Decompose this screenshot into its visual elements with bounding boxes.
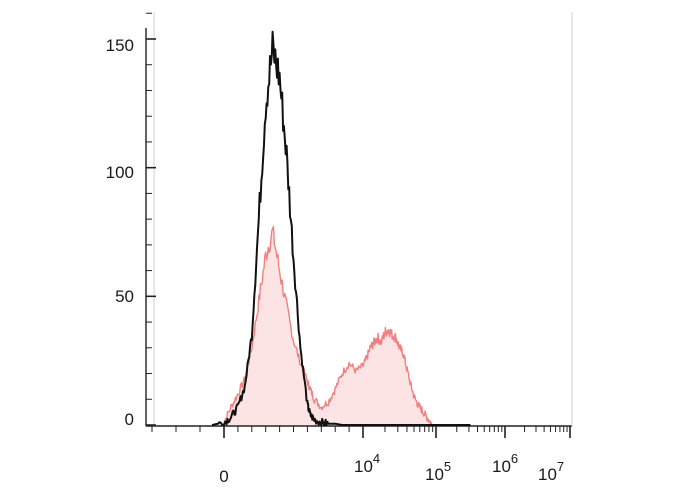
y-tick-labels: 0 50 100 150 [106, 36, 134, 429]
x-tick-label-10e5: 105 [425, 459, 451, 484]
y-tick-label-100: 100 [106, 163, 134, 182]
y-tick-label-0: 0 [125, 410, 134, 429]
x-tick-label-10e4-base: 10 [354, 457, 373, 476]
x-tick-label-10e5-exp: 5 [444, 459, 451, 474]
x-tick-label-10e7: 107 [538, 459, 564, 484]
y-tick-label-150: 150 [106, 36, 134, 55]
x-minor-ticks [151, 426, 571, 438]
x-tick-label-10e5-base: 10 [425, 465, 444, 484]
series-layer [211, 30, 471, 426]
x-tick-label-10e4-exp: 4 [373, 451, 380, 466]
x-tick-label-0: 0 [219, 467, 228, 486]
x-tick-labels: 0 104 105 106 107 [219, 451, 564, 486]
y-tick-label-50: 50 [115, 287, 134, 306]
series-0-area [212, 226, 471, 425]
x-tick-label-10e7-base: 10 [538, 465, 557, 484]
y-minor-ticks [146, 12, 156, 426]
series-1-line [211, 30, 471, 426]
x-tick-label-10e6-base: 10 [492, 457, 511, 476]
x-tick-label-10e6-exp: 6 [511, 451, 518, 466]
x-tick-label-10e7-exp: 7 [557, 459, 564, 474]
x-tick-label-10e4: 104 [354, 451, 380, 476]
x-tick-label-10e6: 106 [492, 451, 518, 476]
